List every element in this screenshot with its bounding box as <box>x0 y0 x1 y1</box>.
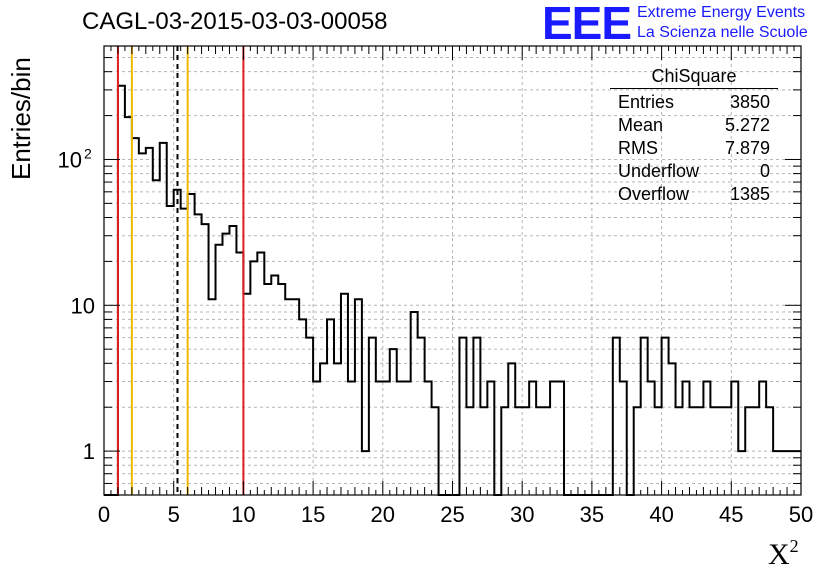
y-tick-label-sup: 2 <box>84 145 92 161</box>
x-tick-label: 5 <box>168 502 180 527</box>
stats-title: ChiSquare <box>610 66 778 89</box>
stats-label: Mean <box>618 115 664 135</box>
stats-row-rms: RMS 7.879 <box>610 137 778 160</box>
histogram-line <box>104 84 801 496</box>
x-tick-label: 40 <box>649 502 673 527</box>
stats-value: 7.879 <box>724 138 770 158</box>
x-tick-label: 10 <box>231 502 255 527</box>
stats-value: 0 <box>759 161 770 181</box>
stats-row-entries: Entries 3850 <box>610 91 778 114</box>
y-tick-label: 10 <box>71 293 95 318</box>
stats-value: 3850 <box>729 92 770 112</box>
x-axis-label: X2 <box>768 536 799 572</box>
x-tick-label: 30 <box>510 502 534 527</box>
logo-line-2: La Scienza nelle Scuole <box>637 24 808 41</box>
stats-label: RMS <box>618 138 658 158</box>
stats-value: 5.272 <box>724 115 770 135</box>
y-axis-label: Entries/bin <box>6 57 36 180</box>
stats-value: 1385 <box>729 184 770 204</box>
x-axis-label-main: X <box>768 538 790 571</box>
chart-title: CAGL-03-2015-03-03-00058 <box>82 8 388 35</box>
eee-logo: EEE <box>542 0 632 49</box>
y-tick-label: 1 <box>83 439 95 464</box>
reference-lines <box>116 46 245 495</box>
y-tick-label: 10 <box>58 147 82 172</box>
x-tick-label: 0 <box>98 502 110 527</box>
x-axis-label-sup: 2 <box>789 536 799 556</box>
x-tick-label: 45 <box>719 502 743 527</box>
stats-label: Underflow <box>618 161 700 181</box>
stats-label: Entries <box>618 92 675 112</box>
x-tick-label: 35 <box>580 502 604 527</box>
stats-row-mean: Mean 5.272 <box>610 114 778 137</box>
stats-rows: Entries 3850 Mean 5.272 RMS 7.879 Underflow 0 Ov… <box>610 91 778 206</box>
stats-label: Overflow <box>618 184 690 204</box>
logo-line-1: Extreme Energy Events <box>637 4 806 21</box>
x-tick-label: 20 <box>371 502 395 527</box>
stats-row-overflow: Overflow 1385 <box>610 183 778 206</box>
x-tick-label: 15 <box>301 502 325 527</box>
x-tick-label: 50 <box>789 502 813 527</box>
grid-lines <box>104 46 801 495</box>
x-tick-label: 25 <box>440 502 464 527</box>
x-axis-ticks: 0 5 10 15 20 25 30 35 40 45 50 <box>98 46 813 527</box>
stats-box: ChiSquare Entries 3850 Mean 5.272 RMS 7.879 Un… <box>610 66 778 206</box>
stats-row-underflow: Underflow 0 <box>610 160 778 183</box>
